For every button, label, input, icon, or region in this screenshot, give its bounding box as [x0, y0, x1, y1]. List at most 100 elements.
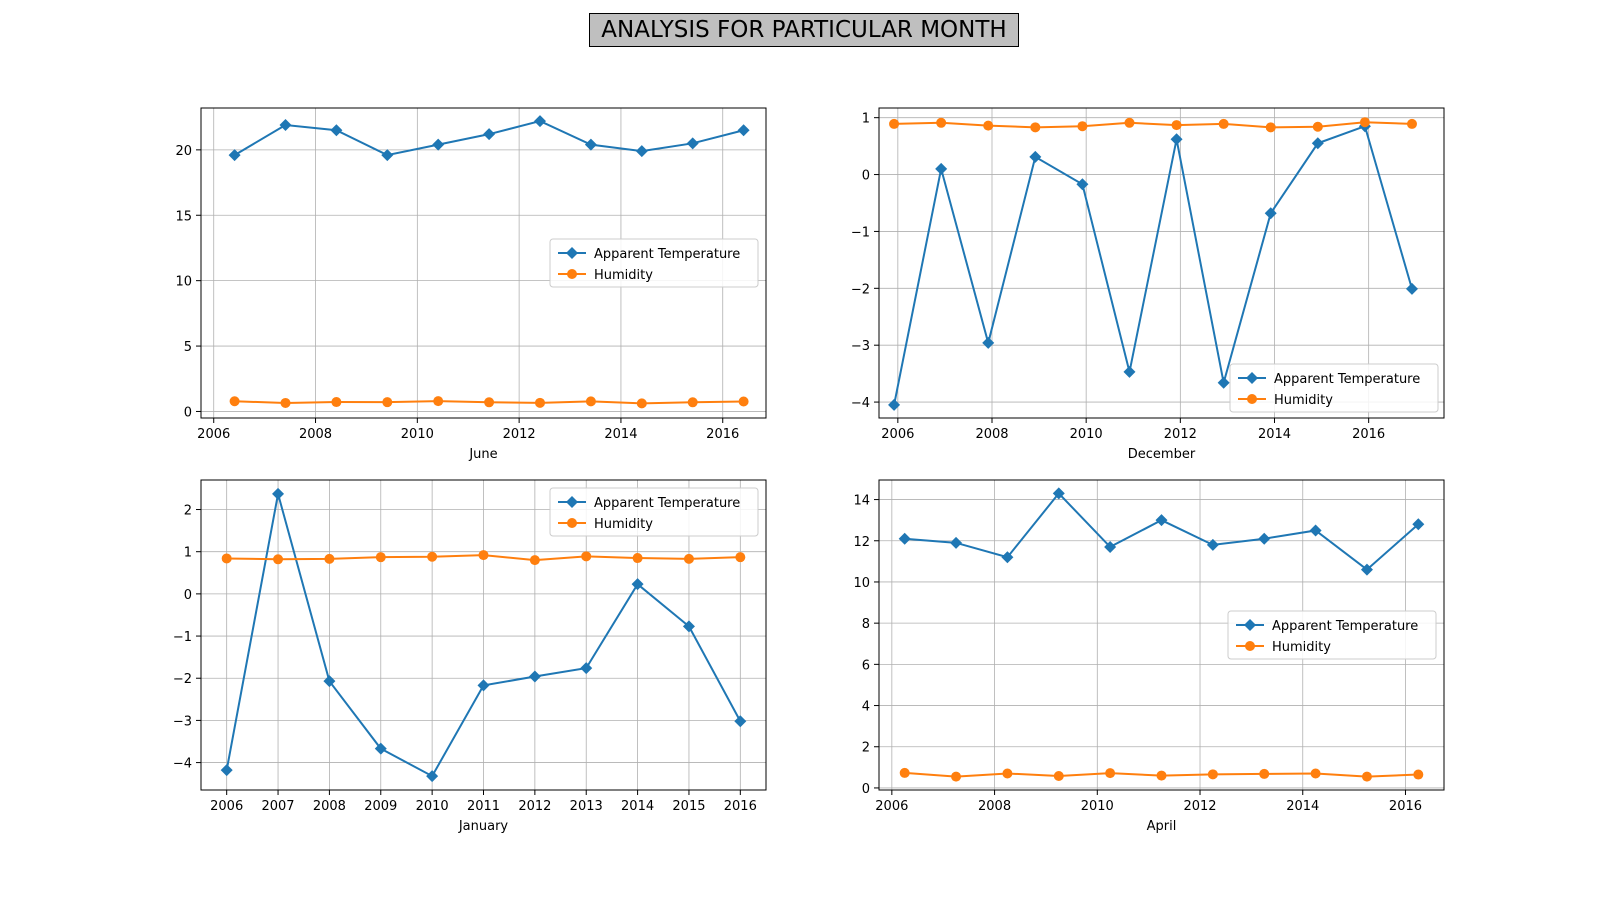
humidity-point	[983, 120, 994, 131]
x-tick-label: 2014	[604, 427, 637, 442]
temperature-point	[272, 487, 285, 500]
temperature-point	[330, 124, 343, 137]
humidity-point	[382, 397, 393, 408]
series-line-apparent-temperature	[904, 491, 1419, 571]
humidity-point	[273, 554, 284, 565]
axes-frame	[878, 107, 1445, 419]
humidity-point	[936, 117, 947, 128]
x-tick-label: 2006	[210, 799, 243, 814]
series-line-apparent-temperature	[893, 124, 1413, 406]
temperature-point	[1155, 514, 1168, 527]
x-tick-label: 2008	[299, 427, 332, 442]
x-tick-label: 2010	[1070, 427, 1103, 442]
x-tick-label: 2015	[672, 799, 705, 814]
y-tick-label: 2	[862, 741, 870, 756]
temperature-point	[374, 742, 387, 755]
x-tick-label: 2016	[706, 427, 739, 442]
axes-frame	[878, 479, 1445, 791]
temperature-point	[1029, 150, 1042, 163]
legend-entry: Humidity	[1272, 640, 1331, 655]
legend-entry: Humidity	[594, 517, 653, 532]
humidity-point	[1124, 117, 1135, 128]
y-tick-label: −1	[173, 630, 192, 645]
y-tick-label: 6	[862, 658, 870, 673]
y-tick-label: 15	[175, 209, 192, 224]
y-tick-label: 0	[862, 782, 870, 797]
humidity-point	[1156, 770, 1167, 781]
legend-entry: Apparent Temperature	[1272, 619, 1418, 634]
y-tick-label: 2	[184, 504, 192, 519]
humidity-point	[229, 396, 240, 407]
legend: Apparent Temperature Humidity	[549, 238, 759, 288]
temperature-point	[220, 764, 233, 777]
figure-title: ANALYSIS FOR PARTICULAR MONTH	[589, 13, 1019, 47]
humidity-point	[1077, 121, 1088, 132]
subplot-december: 2006 2008 2010 2012 2014 2016 −4 −3 −2 −1 0 1 Decemb…	[851, 107, 1445, 462]
temperature-point	[682, 620, 695, 633]
temperature-point	[1405, 282, 1418, 295]
temperature-point	[686, 137, 699, 150]
temperature-point	[426, 770, 439, 783]
temperature-point	[323, 675, 336, 688]
humidity-point	[324, 553, 335, 564]
temperature-point	[935, 162, 948, 175]
humidity-point	[1002, 768, 1013, 779]
humidity-point	[683, 553, 694, 564]
legend-entry: Apparent Temperature	[594, 496, 740, 511]
y-tick-label: 12	[853, 535, 870, 550]
humidity-point	[1312, 121, 1323, 132]
humidity-point	[280, 397, 291, 408]
x-tick-label: 2012	[1164, 427, 1197, 442]
humidity-point	[331, 397, 342, 408]
temperature-point	[1311, 137, 1324, 150]
temperature-point	[734, 715, 747, 728]
humidity-point	[951, 771, 962, 782]
y-tick-label: −4	[851, 396, 870, 411]
x-axis-label: April	[1147, 819, 1177, 834]
humidity-point	[535, 397, 545, 408]
legend-marker	[1246, 372, 1258, 384]
humidity-point	[1359, 117, 1370, 128]
x-tick-label: 2013	[570, 799, 603, 814]
legend-box	[1227, 610, 1437, 660]
humidity-point	[529, 555, 540, 566]
subplot-june: 2006 2008 2010 2012 2014 2016 0 5 10 15 20 June Appa…	[175, 107, 767, 462]
humidity-point	[1413, 769, 1424, 780]
x-tick-label: 2009	[364, 799, 397, 814]
humidity-point	[1265, 122, 1276, 133]
humidity-point	[632, 553, 643, 564]
y-tick-label: 1	[862, 112, 870, 127]
y-tick-label: 0	[184, 588, 192, 603]
temperature-point	[1170, 133, 1183, 146]
subplot-january: 2006 2007 2008 2009 2010 2011 2012 2013 2014 2015…	[173, 479, 767, 834]
humidity-point	[1361, 771, 1372, 782]
temperature-point	[1104, 540, 1117, 553]
humidity-point	[889, 118, 900, 129]
humidity-point	[738, 396, 749, 407]
legend-entry: Humidity	[1274, 393, 1333, 408]
y-tick-label: −1	[851, 225, 870, 240]
humidity-point	[899, 767, 910, 778]
humidity-point	[221, 553, 232, 564]
temperature-point	[888, 398, 901, 411]
y-tick-label: 5	[184, 340, 192, 355]
humidity-point	[735, 552, 746, 563]
y-tick-label: 1	[184, 546, 192, 561]
legend-marker	[567, 269, 577, 279]
x-tick-label: 2012	[518, 799, 551, 814]
legend-marker	[566, 496, 578, 508]
legend-marker	[1244, 619, 1256, 631]
axes-frame	[200, 107, 767, 419]
y-tick-label: 20	[175, 144, 192, 159]
y-tick-label: −4	[173, 757, 192, 772]
x-axis-label: January	[458, 819, 509, 834]
y-tick-label: −2	[173, 672, 192, 687]
humidity-point	[1310, 768, 1321, 779]
temperature-point	[477, 679, 490, 692]
y-tick-label: 0	[862, 169, 870, 184]
temperature-point	[1258, 532, 1271, 545]
y-tick-label: −3	[173, 714, 192, 729]
temperature-point	[483, 128, 496, 141]
